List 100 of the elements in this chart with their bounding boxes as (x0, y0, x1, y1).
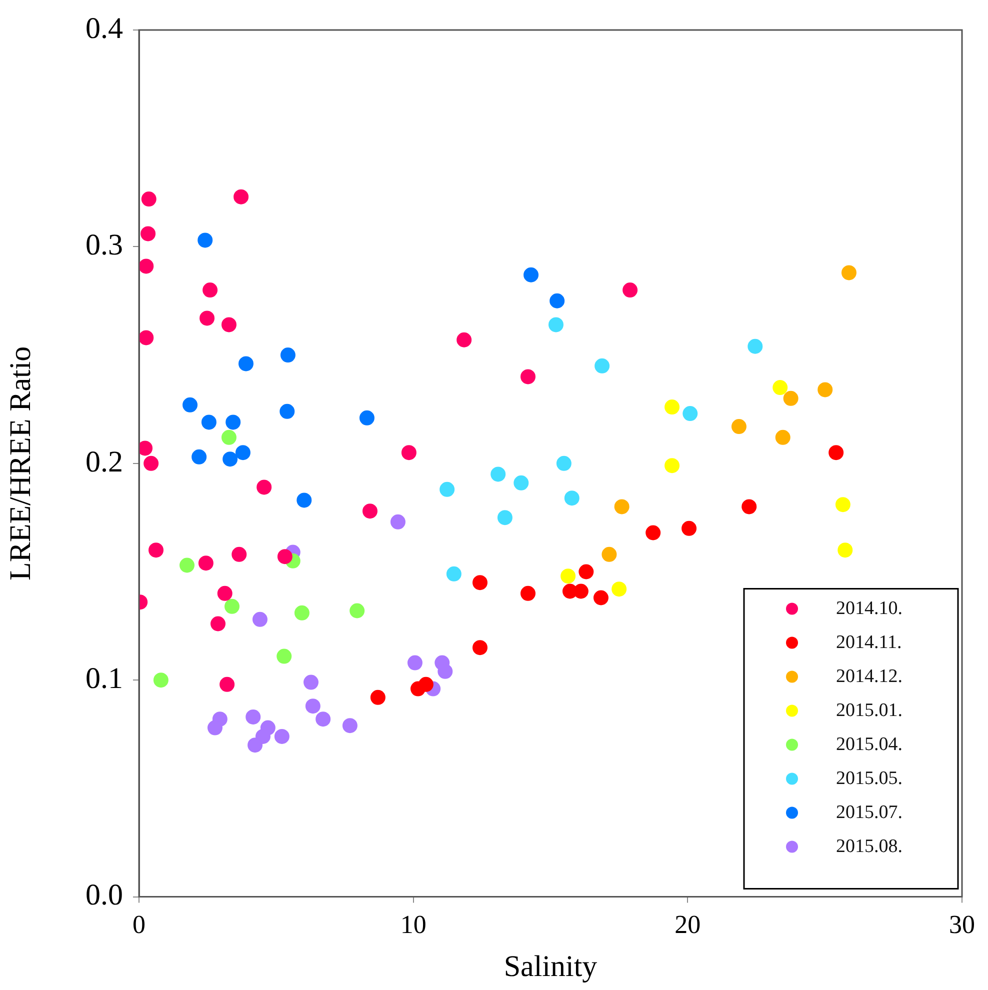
point (622, 282, 638, 298)
point (440, 482, 455, 497)
point (418, 676, 434, 692)
point (772, 380, 788, 396)
point (841, 265, 856, 280)
x-axis-title: Salinity (504, 950, 598, 983)
point (220, 676, 235, 692)
point (731, 419, 746, 434)
legend-label: 2015.04. (836, 734, 902, 755)
point (280, 348, 296, 363)
point (246, 709, 261, 724)
legend-label: 2015.08. (836, 836, 902, 857)
x-tick-label: 10 (400, 910, 426, 940)
point (612, 582, 627, 597)
point (148, 542, 164, 558)
point (472, 640, 488, 656)
point (296, 492, 312, 508)
point (252, 612, 268, 627)
y-tick-label: 0.4 (86, 12, 123, 45)
point (198, 556, 214, 571)
legend-label: 2014.11. (836, 632, 902, 653)
x-tick-label: 20 (674, 910, 701, 940)
point (350, 603, 365, 618)
point (438, 664, 453, 679)
point (742, 499, 757, 514)
legend-label: 2015.07. (836, 802, 902, 823)
point (775, 430, 790, 445)
point (828, 445, 844, 460)
point (520, 369, 536, 384)
point (304, 674, 319, 690)
point (221, 430, 236, 445)
point (560, 568, 576, 584)
point (139, 258, 154, 274)
point (316, 712, 331, 727)
point (139, 330, 154, 346)
point (390, 514, 406, 530)
legend-label: 2014.12. (836, 666, 902, 687)
point (370, 690, 386, 705)
point (140, 226, 156, 242)
point (838, 542, 853, 558)
legend-label: 2014.10. (836, 598, 902, 619)
point (664, 458, 680, 474)
point (207, 720, 222, 736)
point (234, 189, 249, 204)
point (192, 449, 207, 464)
point (280, 404, 295, 419)
point (564, 490, 580, 506)
point (359, 410, 374, 426)
point (139, 440, 153, 456)
point (593, 590, 608, 606)
x-tick-label: 0 (132, 910, 146, 940)
point (210, 616, 226, 632)
point (835, 497, 850, 512)
point (238, 356, 254, 372)
point (180, 558, 195, 573)
point (578, 564, 594, 580)
point (818, 382, 833, 398)
y-axis-title: LREE/HREE Ratio (4, 346, 37, 580)
point (556, 456, 572, 471)
point (276, 648, 292, 664)
point (224, 598, 240, 614)
point (646, 525, 661, 540)
point (221, 317, 236, 332)
point (550, 293, 565, 308)
point (783, 390, 798, 406)
point (664, 400, 680, 415)
point (602, 546, 617, 562)
point (232, 546, 247, 562)
y-tick-label: 0.0 (86, 878, 123, 912)
point (153, 672, 168, 688)
y-tick-label: 0.3 (86, 228, 123, 262)
point (141, 192, 156, 207)
point (256, 480, 272, 495)
point (497, 510, 512, 526)
point (198, 232, 213, 248)
legend-label: 2015.01. (836, 700, 902, 721)
point (520, 586, 536, 601)
point (594, 358, 610, 374)
point (294, 605, 310, 620)
point (274, 728, 290, 744)
point (182, 397, 198, 412)
point (235, 445, 250, 460)
point (226, 414, 241, 430)
point (748, 338, 763, 354)
point (490, 466, 506, 482)
point (277, 549, 292, 564)
point (514, 475, 529, 490)
point (201, 414, 216, 430)
point (217, 586, 232, 601)
point (682, 520, 697, 536)
point (548, 317, 564, 332)
point (524, 267, 539, 282)
point (342, 718, 358, 734)
legend-label: 2015.05. (836, 768, 902, 789)
point (362, 504, 378, 519)
point (305, 698, 320, 714)
y-tick-label: 0.1 (86, 662, 123, 695)
point (614, 499, 630, 514)
point (456, 332, 472, 348)
point (200, 310, 215, 326)
